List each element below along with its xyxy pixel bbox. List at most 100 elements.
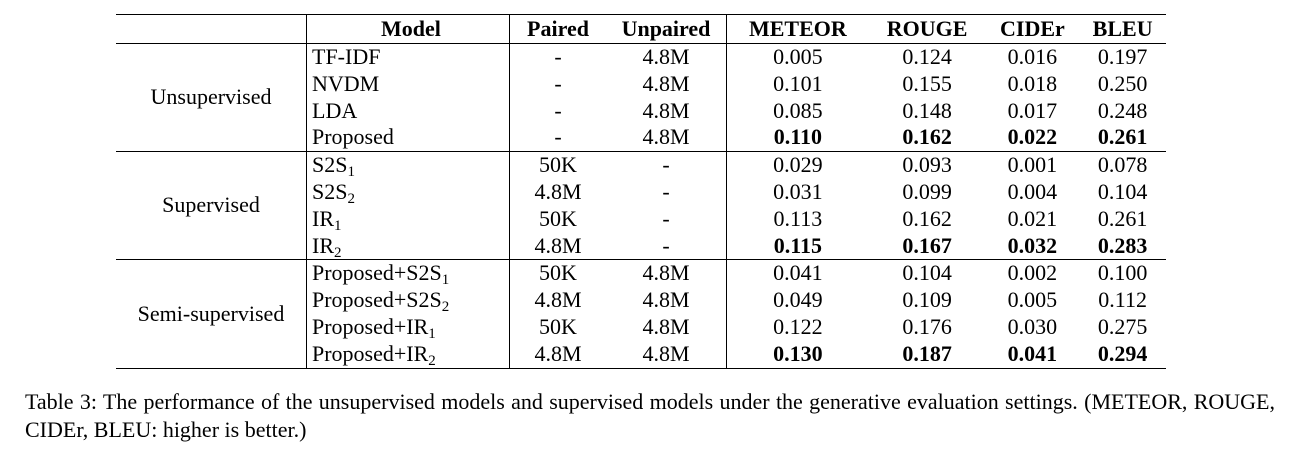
meteor-cell: 0.031 xyxy=(773,178,823,204)
paired-cell: 50K xyxy=(539,313,577,339)
meteor-cell: 0.110 xyxy=(726,124,869,153)
meteor-cell: 0.029 xyxy=(726,151,869,179)
meteor-cell: 0.085 xyxy=(773,97,823,123)
header-meteor: METEOR xyxy=(726,14,869,44)
paired-cell: 4.8M xyxy=(534,287,582,313)
unpaired-cell: 4.8M xyxy=(606,42,727,71)
table-row: Proposed+IR2 4.8M 4.8M 0.130 0.187 0.041 0.294 xyxy=(116,340,1166,369)
bleu-cell: 0.248 xyxy=(1097,97,1148,123)
header-unpaired: Unpaired xyxy=(606,14,727,44)
bleu-cell: 0.197 xyxy=(1079,42,1166,71)
group-label: Unsupervised xyxy=(116,42,307,153)
header-bleu: BLEU xyxy=(1079,14,1166,44)
rouge-cell: 0.109 xyxy=(902,287,952,313)
cider-cell: 0.005 xyxy=(1007,287,1058,313)
model-cell: IR2 xyxy=(306,232,510,261)
unpaired-cell: - xyxy=(606,151,727,179)
unpaired-cell: - xyxy=(606,178,727,206)
paired-cell: 50K xyxy=(509,151,606,179)
rouge-cell: 0.176 xyxy=(902,313,952,339)
model-name: S2S xyxy=(312,178,348,204)
paired-cell: 4.8M xyxy=(534,178,582,204)
model-name: IR xyxy=(312,232,334,258)
meteor-cell: 0.115 xyxy=(726,232,869,261)
table-row: NVDM - 4.8M 0.101 0.155 0.018 0.250 xyxy=(116,70,1166,98)
header-paired: Paired xyxy=(509,14,606,44)
cider-cell: 0.018 xyxy=(1007,70,1058,96)
bleu-cell: 0.104 xyxy=(1097,178,1148,204)
model-subscript: 2 xyxy=(441,299,450,316)
model-name: Proposed xyxy=(312,124,394,150)
unpaired-cell: 4.8M xyxy=(606,287,727,314)
model-name: TF-IDF xyxy=(312,44,381,69)
bleu-cell: 0.250 xyxy=(1097,70,1148,96)
table-row: LDA - 4.8M 0.085 0.148 0.017 0.248 xyxy=(116,97,1166,125)
paired-cell: 50K xyxy=(539,205,577,231)
bleu-cell: 0.112 xyxy=(1098,287,1147,313)
table-row: S2S2 4.8M - 0.031 0.099 0.004 0.104 xyxy=(116,178,1166,207)
model-subscript: 2 xyxy=(428,352,436,369)
header-row: Model Paired Unpaired METEOR ROUGE CIDEr… xyxy=(116,14,1166,44)
cider-cell: 0.016 xyxy=(985,42,1080,71)
model-name: S2S xyxy=(312,152,348,178)
model-cell: Proposed+S2S1 xyxy=(306,259,510,288)
model-subscript: 2 xyxy=(347,190,355,207)
header-model: Model xyxy=(306,14,510,44)
model-name: Proposed+S2S xyxy=(312,260,442,286)
model-name: LDA xyxy=(312,97,358,123)
cider-cell: 0.030 xyxy=(1007,313,1058,339)
bleu-cell: 0.261 xyxy=(1079,124,1166,153)
model-name: NVDM xyxy=(312,70,380,96)
table-row: Supervised S2S1 50K -0.029 0.093 0.001 0.078 xyxy=(116,151,1166,261)
model-cell: S2S1 xyxy=(306,151,510,180)
cider-cell: 0.041 xyxy=(985,340,1080,369)
rouge-cell: 0.148 xyxy=(902,97,952,123)
meteor-cell: 0.005 xyxy=(726,42,869,71)
unpaired-cell: 4.8M xyxy=(606,70,727,98)
rouge-cell: 0.162 xyxy=(868,124,986,153)
table-row: IR2 4.8M -0.115 0.167 0.032 0.283 xyxy=(116,232,1166,261)
model-cell: NVDM xyxy=(306,70,510,98)
model-subscript: 2 xyxy=(334,244,342,261)
bleu-cell: 0.283 xyxy=(1079,232,1166,261)
rouge-cell: 0.187 xyxy=(868,340,986,369)
group-label: Semi-supervised xyxy=(116,259,307,369)
table-row: Unsupervised TF-IDF -4.8M 0.005 0.124 0.016 0.… xyxy=(116,42,1166,153)
paired-cell: - xyxy=(509,42,606,71)
paired-cell: 50K xyxy=(509,259,606,288)
meteor-cell: 0.041 xyxy=(726,259,869,288)
header-group xyxy=(116,14,307,44)
meteor-cell: 0.130 xyxy=(726,340,869,369)
table-row: Proposed+IR1 50K 4.8M 0.122 0.176 0.030 0.275 xyxy=(116,313,1166,341)
rouge-cell: 0.099 xyxy=(902,178,952,204)
cider-cell: 0.002 xyxy=(985,259,1080,288)
model-name: Proposed+IR xyxy=(312,340,429,366)
results-table: Model Paired Unpaired METEOR ROUGE CIDEr… xyxy=(116,14,1166,369)
model-cell: LDA xyxy=(306,97,510,125)
model-name: IR xyxy=(312,205,334,231)
unpaired-cell: 4.8M xyxy=(606,259,727,288)
unpaired-cell: 4.8M xyxy=(606,124,727,153)
cider-cell: 0.032 xyxy=(985,232,1080,261)
table-body: Unsupervised TF-IDF -4.8M 0.005 0.124 0.016 0.… xyxy=(116,42,1166,369)
rouge-cell: 0.167 xyxy=(868,232,986,261)
paired-cell: 4.8M xyxy=(509,340,606,369)
rouge-cell: 0.162 xyxy=(902,205,952,231)
model-cell: Proposed+S2S2 xyxy=(306,287,510,316)
bleu-cell: 0.078 xyxy=(1079,151,1166,179)
paired-cell: - xyxy=(554,70,562,96)
unpaired-cell: - xyxy=(606,232,727,261)
model-cell: Proposed+IR1 xyxy=(306,313,510,341)
paired-cell: - xyxy=(554,97,562,123)
cider-cell: 0.022 xyxy=(985,124,1080,153)
cider-cell: 0.001 xyxy=(985,151,1080,179)
paired-cell: 4.8M xyxy=(509,232,606,261)
header-rouge: ROUGE xyxy=(868,14,986,44)
unpaired-cell: - xyxy=(606,205,727,233)
model-cell: Proposed+IR2 xyxy=(306,340,510,369)
model-cell: S2S2 xyxy=(306,178,510,207)
rouge-cell: 0.093 xyxy=(868,151,986,179)
model-name: Proposed+IR xyxy=(312,313,429,339)
group-label: Supervised xyxy=(116,151,307,261)
table-row: Proposed+S2S2 4.8M 4.8M 0.049 0.109 0.005 0.11… xyxy=(116,287,1166,316)
